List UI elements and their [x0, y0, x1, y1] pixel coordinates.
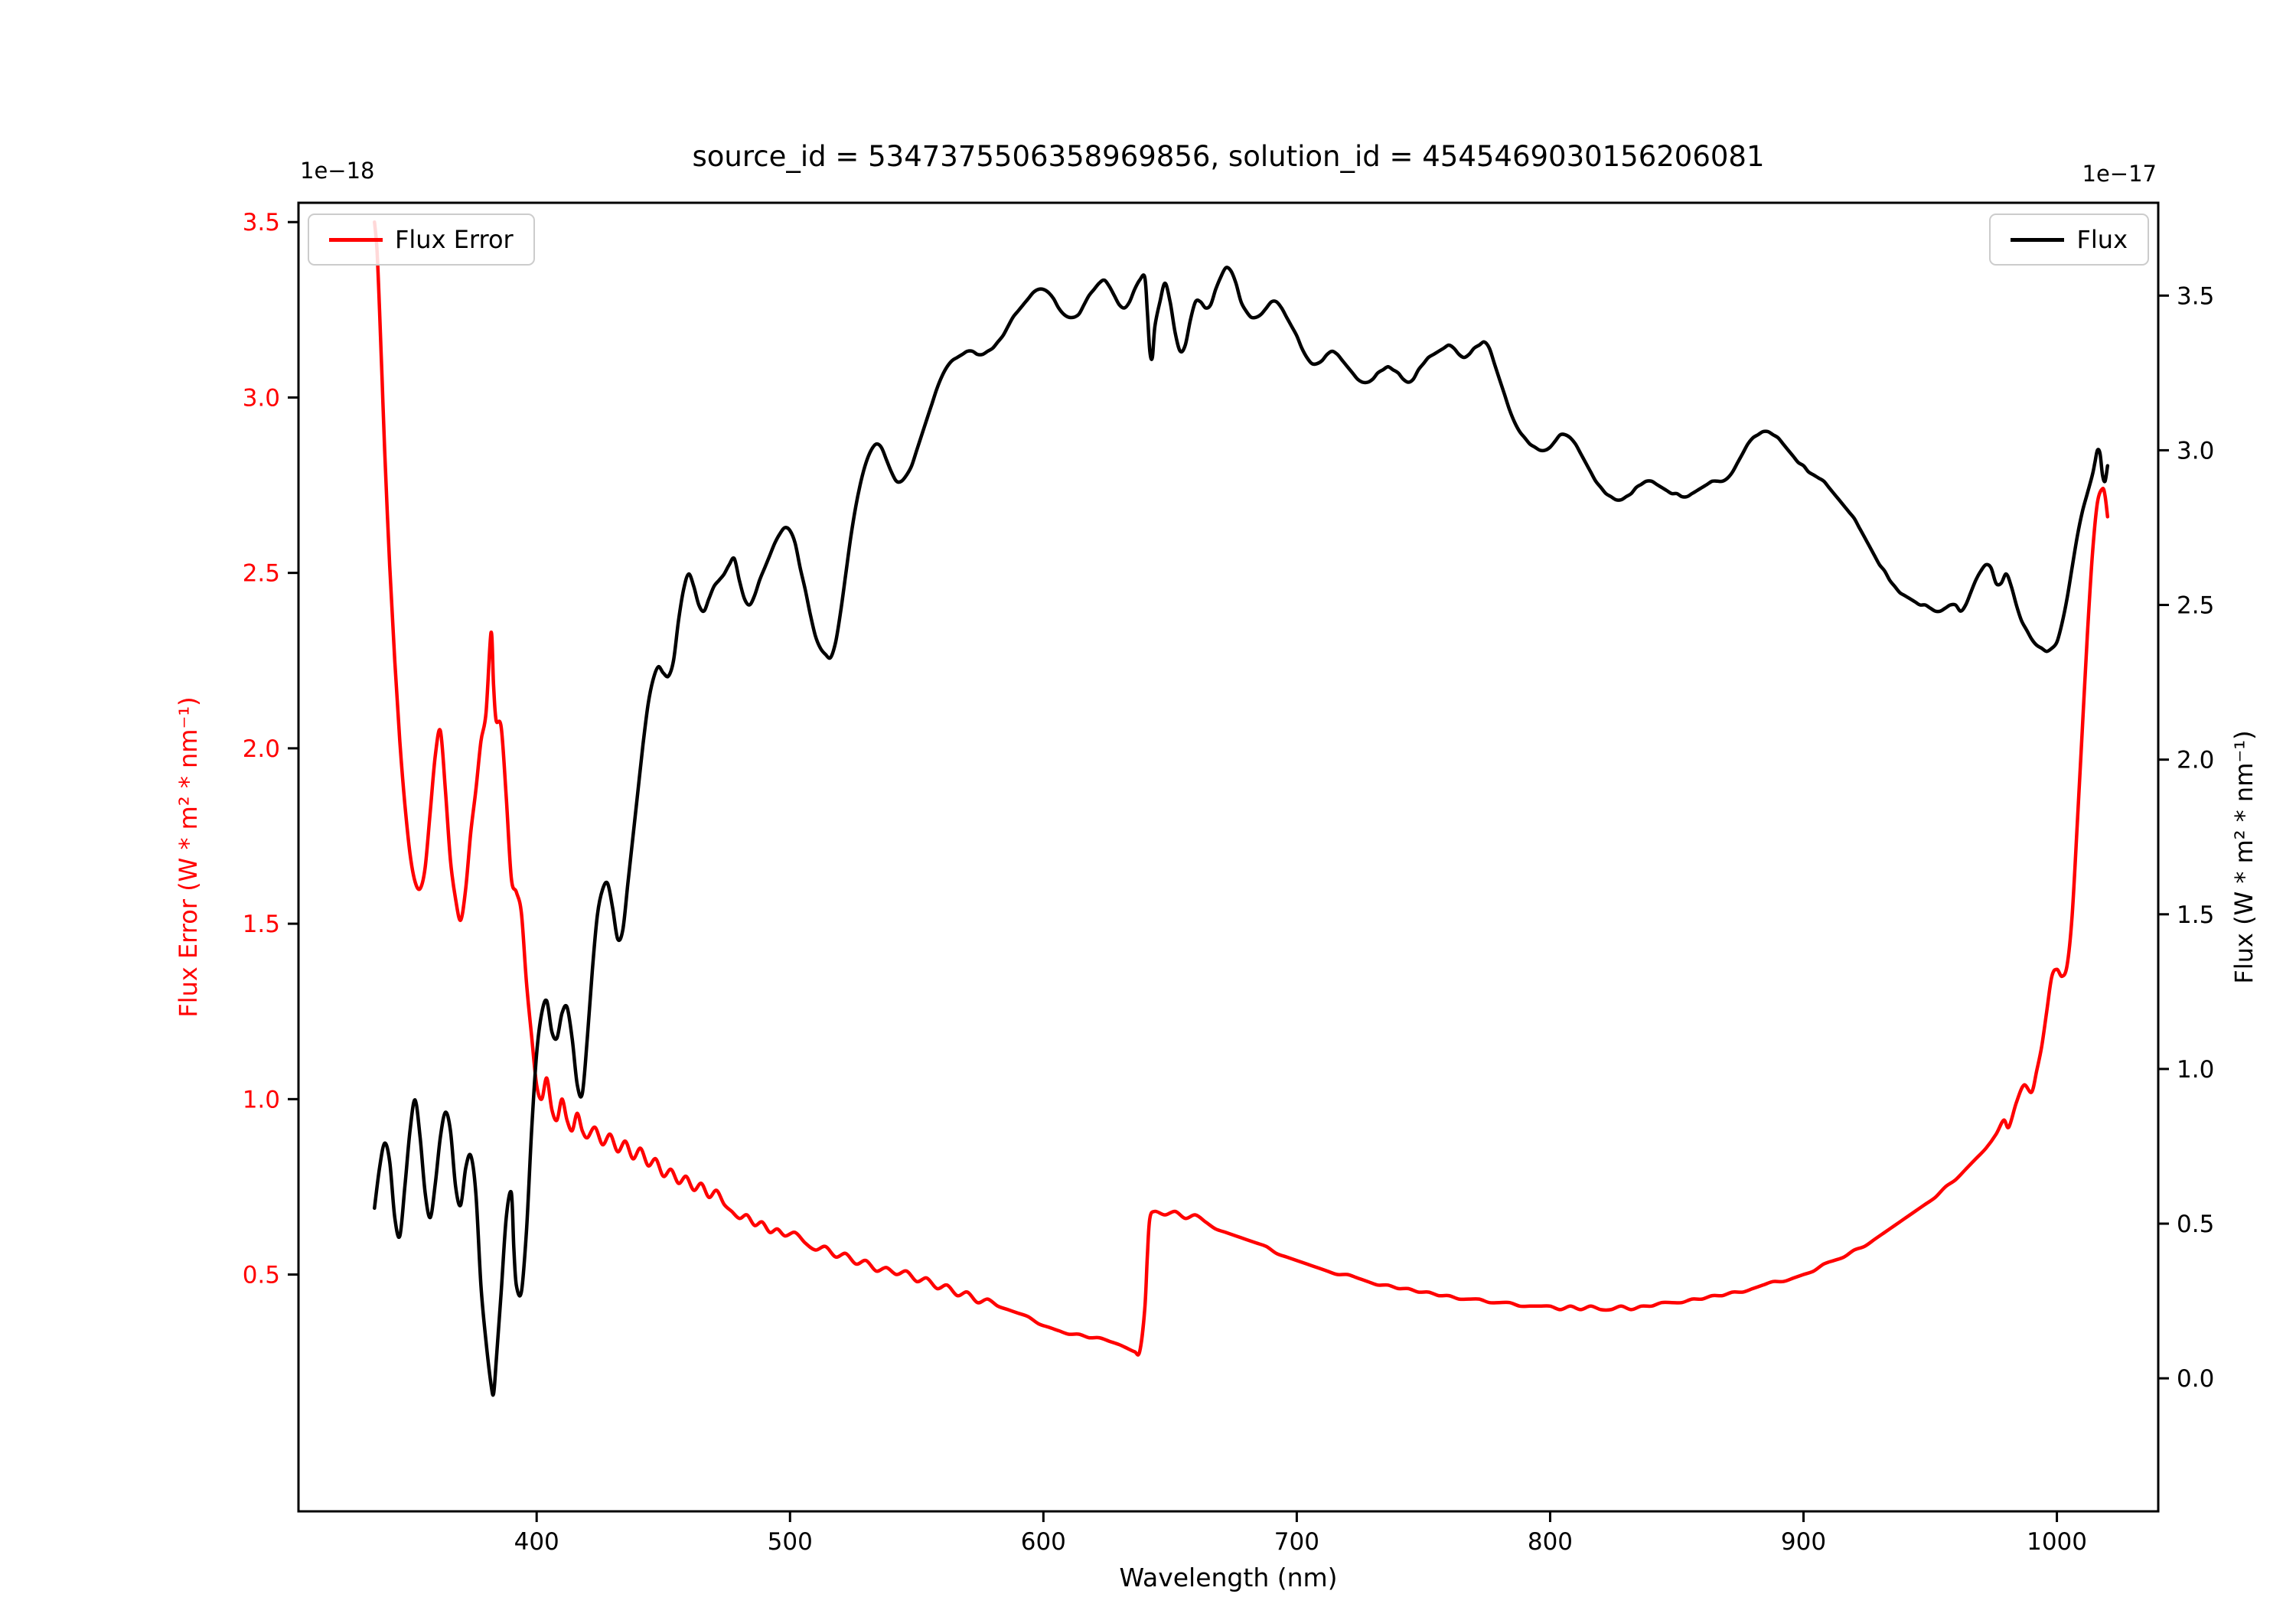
left-y-tick-label: 3.5 — [243, 209, 280, 236]
legend-flux-error-label: Flux Error — [395, 225, 514, 254]
x-tick-label: 600 — [1021, 1528, 1066, 1556]
left-y-tick-label: 1.5 — [243, 911, 280, 938]
left-y-axis-label: Flux Error (W * m² * nm⁻¹) — [174, 696, 203, 1018]
left-axis-scale-offset: 1e−18 — [300, 158, 375, 184]
right-y-tick-label: 3.5 — [2177, 282, 2214, 310]
right-y-tick-label: 1.0 — [2177, 1056, 2214, 1084]
flux-error-line — [373, 220, 2110, 1357]
right-y-tick-label: 2.5 — [2177, 592, 2214, 620]
chart-title: source_id = 5347375506358969856, solutio… — [692, 140, 1765, 173]
x-axis-label: Wavelength (nm) — [1119, 1563, 1338, 1592]
legend-flux: Flux — [1989, 214, 2149, 266]
x-tick-label: 900 — [1781, 1528, 1826, 1556]
right-axis-scale-offset: 1e−17 — [2082, 161, 2157, 187]
x-tick-label: 400 — [514, 1528, 559, 1556]
left-y-tick-label: 3.0 — [243, 384, 280, 412]
flux-line — [373, 266, 2110, 1397]
x-tick-label: 500 — [768, 1528, 813, 1556]
legend-flux-label: Flux — [2076, 225, 2128, 254]
x-tick-label: 1000 — [2027, 1528, 2087, 1556]
right-y-tick-label: 3.0 — [2177, 437, 2214, 464]
right-y-tick-label: 0.5 — [2177, 1211, 2214, 1238]
left-y-tick-label: 0.5 — [243, 1262, 280, 1289]
flux-line-sample — [2011, 237, 2065, 242]
plot-border — [297, 201, 2160, 1513]
left-y-tick-label: 1.0 — [243, 1086, 280, 1113]
x-tick-label: 700 — [1274, 1528, 1319, 1556]
x-tick-label: 800 — [1528, 1528, 1573, 1556]
right-y-tick-label: 1.5 — [2177, 901, 2214, 929]
right-y-tick-label: 0.0 — [2177, 1365, 2214, 1393]
flux-error-line-sample — [329, 237, 383, 242]
left-y-tick-label: 2.5 — [243, 560, 280, 588]
right-y-axis-label: Flux (W * m² * nm⁻¹) — [2229, 730, 2258, 984]
left-y-tick-label: 2.0 — [243, 735, 280, 763]
legend-flux-error: Flux Error — [308, 214, 535, 266]
right-y-tick-label: 2.0 — [2177, 747, 2214, 774]
